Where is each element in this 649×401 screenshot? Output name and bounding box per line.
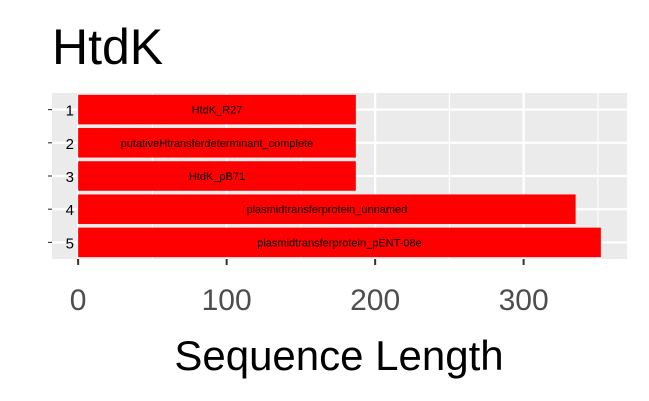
- bar-label: HtdK_pB71: [189, 171, 245, 183]
- y-axis-ticks: 1 2 3 4 5: [48, 103, 74, 252]
- bar-label: plasmidtransferprotein_unnamed: [246, 204, 407, 216]
- y-tick-label: 4: [66, 202, 74, 219]
- x-axis-ticks: 0 100 200 300: [70, 259, 549, 317]
- y-tick-label: 1: [66, 103, 74, 120]
- bar: [78, 194, 576, 224]
- chart-title: HtdK: [52, 19, 163, 75]
- bar-label: putativeHtransferdeterminant_complete: [121, 138, 314, 150]
- y-tick-label: 3: [66, 169, 74, 186]
- bar: [78, 94, 356, 125]
- x-tick-label: 100: [202, 284, 252, 317]
- bar: [78, 227, 601, 258]
- y-tick-label: 5: [66, 235, 74, 252]
- bar: [78, 128, 356, 158]
- x-tick-label: 300: [499, 284, 549, 317]
- x-axis-label: Sequence Length: [174, 332, 503, 379]
- x-tick-label: 200: [350, 284, 400, 317]
- bar: [78, 161, 356, 191]
- x-tick-label: 0: [70, 284, 87, 317]
- bar-label: HtdK_R27: [192, 105, 243, 117]
- y-tick-label: 2: [66, 136, 74, 153]
- bars: HtdK_R27 putativeHtransferdeterminant_com…: [78, 94, 601, 258]
- bar-label: plasmidtransferprotein_pENT-08e: [257, 237, 421, 249]
